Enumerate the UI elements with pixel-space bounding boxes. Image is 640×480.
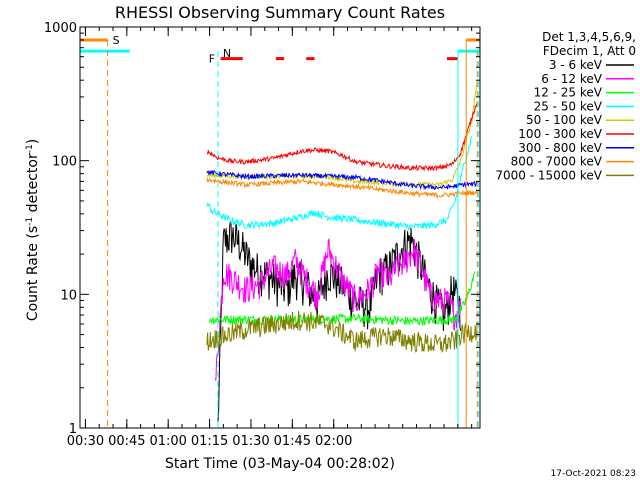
series-line-50-100-kev	[206, 81, 478, 189]
x-tick-label: 01:30	[232, 434, 269, 449]
axes-layer: 1 10 100 1000 00:30 00:45 01:00 01:15 01:30 01:45…	[44, 21, 481, 449]
flag-layer: S NF	[80, 34, 480, 428]
x-axis-label: Start Time (03-May-04 00:28:02)	[165, 456, 395, 472]
legend-label: 3 - 6 keV	[549, 58, 603, 72]
series-line-7000-15000-kev	[206, 311, 478, 354]
saa-flag-label: S	[113, 34, 120, 47]
legend-label: 800 - 7000 keV	[511, 155, 603, 169]
series-line-800-7000-kev	[206, 177, 478, 200]
legend-header-line2: FDecim 1, Att 0	[543, 44, 636, 58]
x-tick-label: 01:15	[191, 434, 228, 449]
y-tick-label: 100	[52, 155, 77, 170]
legend-label: 7000 - 15000 keV	[495, 168, 602, 182]
x-tick-label: 01:45	[274, 434, 311, 449]
y-tick-label: 1000	[44, 21, 77, 36]
chart-title: RHESSI Observing Summary Count Rates	[115, 3, 445, 22]
legend-label: 300 - 800 keV	[518, 141, 602, 155]
y-axis-label: Count Rate (s-1 detector-1)	[25, 139, 41, 321]
series-layer	[206, 81, 478, 423]
night-flag-label: N	[223, 47, 231, 60]
plot-frame	[79, 26, 481, 429]
y-tick-label: 1	[69, 422, 77, 437]
x-tick-label: 01:00	[149, 434, 186, 449]
series-line-25-50-kev	[206, 136, 473, 231]
legend-header-line1: Det 1,3,4,5,6,9,	[542, 30, 636, 44]
series-line-6-12-kev	[214, 237, 462, 381]
y-tick-label: 10	[60, 288, 77, 303]
legend-label: 50 - 100 keV	[526, 113, 603, 127]
legend-label: 100 - 300 keV	[518, 127, 602, 141]
legend-label: 25 - 50 keV	[534, 99, 603, 113]
flare-flag-label: F	[209, 53, 215, 66]
legend-label: 12 - 25 keV	[534, 86, 603, 100]
x-tick-label: 00:45	[108, 434, 145, 449]
x-tick-label: 00:30	[67, 434, 104, 449]
legend-label: 6 - 12 keV	[541, 72, 603, 86]
series-line-100-300-kev	[206, 102, 478, 172]
series-line-300-800-kev	[206, 169, 478, 191]
x-tick-label: 02:00	[315, 434, 352, 449]
footer-timestamp: 17-Oct-2021 08:23	[551, 469, 636, 479]
series-line-12-25-kev	[209, 271, 475, 327]
